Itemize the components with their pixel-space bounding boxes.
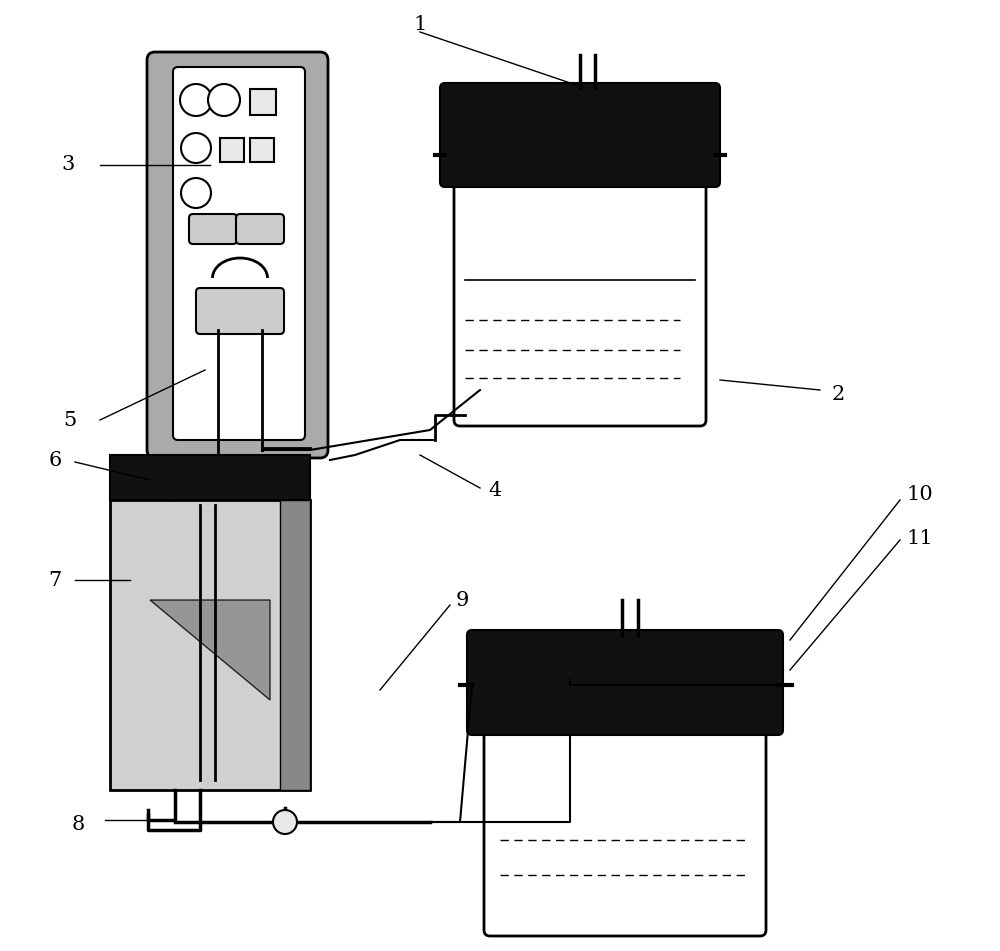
- FancyBboxPatch shape: [196, 288, 284, 334]
- Circle shape: [181, 178, 211, 208]
- Text: 4: 4: [488, 480, 502, 499]
- Circle shape: [181, 133, 211, 163]
- Polygon shape: [150, 600, 270, 700]
- FancyBboxPatch shape: [189, 214, 237, 244]
- Circle shape: [273, 810, 297, 834]
- Circle shape: [208, 84, 240, 116]
- Text: 5: 5: [63, 411, 77, 430]
- Bar: [220, 138, 244, 162]
- Text: 11: 11: [907, 529, 933, 548]
- Bar: [250, 89, 276, 115]
- Text: 9: 9: [455, 591, 469, 610]
- Text: 7: 7: [48, 571, 62, 590]
- Bar: [250, 138, 274, 162]
- Text: 3: 3: [61, 156, 75, 174]
- FancyBboxPatch shape: [467, 630, 783, 735]
- Bar: [110, 455, 310, 500]
- Text: 1: 1: [413, 15, 427, 34]
- Text: 6: 6: [48, 451, 62, 470]
- FancyBboxPatch shape: [440, 83, 720, 187]
- Text: 8: 8: [71, 816, 85, 834]
- Text: 2: 2: [831, 385, 845, 404]
- Bar: [110, 500, 310, 790]
- Bar: [280, 500, 310, 790]
- FancyBboxPatch shape: [236, 214, 284, 244]
- FancyBboxPatch shape: [147, 52, 328, 458]
- FancyBboxPatch shape: [454, 94, 706, 426]
- FancyBboxPatch shape: [484, 649, 766, 936]
- Circle shape: [180, 84, 212, 116]
- FancyBboxPatch shape: [173, 67, 305, 440]
- Text: 10: 10: [907, 486, 933, 504]
